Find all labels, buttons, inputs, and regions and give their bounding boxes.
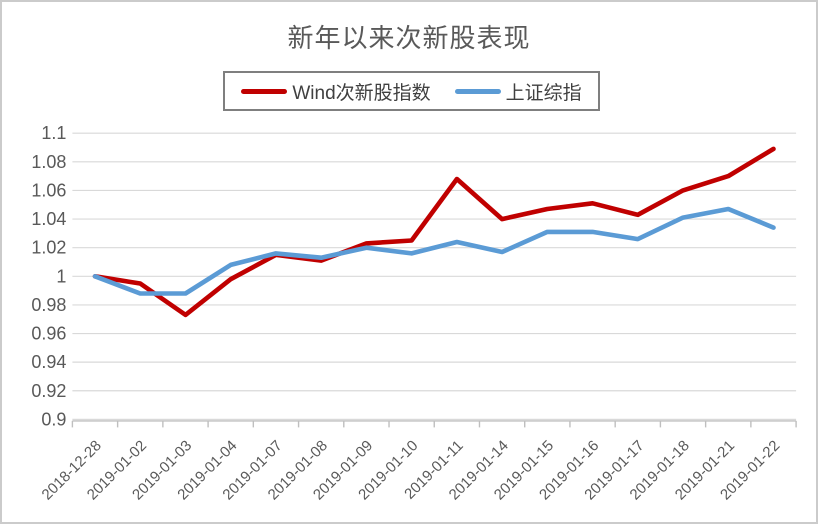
y-axis-label: 1.1 [41,123,66,143]
y-axis-label: 1.02 [31,238,66,258]
y-axis-label: 1.06 [31,180,66,200]
legend-label-sse-composite: 上证综指 [505,82,582,104]
y-axis-label: 1 [56,266,66,286]
y-axis-label: 0.9 [41,409,66,429]
y-axis-label: 0.94 [31,352,66,372]
y-axis-label: 0.96 [31,324,66,344]
sse-composite-line-swatch [454,88,501,94]
legend: Wind次新股指数 上证综指 [223,71,600,111]
chart-title: 新年以来次新股表现 [287,23,531,53]
y-axis-label: 1.04 [31,209,66,229]
legend-item-sse-composite: 上证综指 [454,78,582,105]
legend-item-wind-index: Wind次新股指数 [241,78,431,105]
y-axis-label: 0.92 [31,381,66,401]
y-axis-label: 0.98 [31,295,66,315]
y-axis-label: 1.08 [31,152,66,172]
sse-composite-line [92,206,776,296]
wind-index-line-swatch [241,88,288,94]
legend-label-wind-index: Wind次新股指数 [292,82,431,104]
wind-index-line [92,146,776,318]
